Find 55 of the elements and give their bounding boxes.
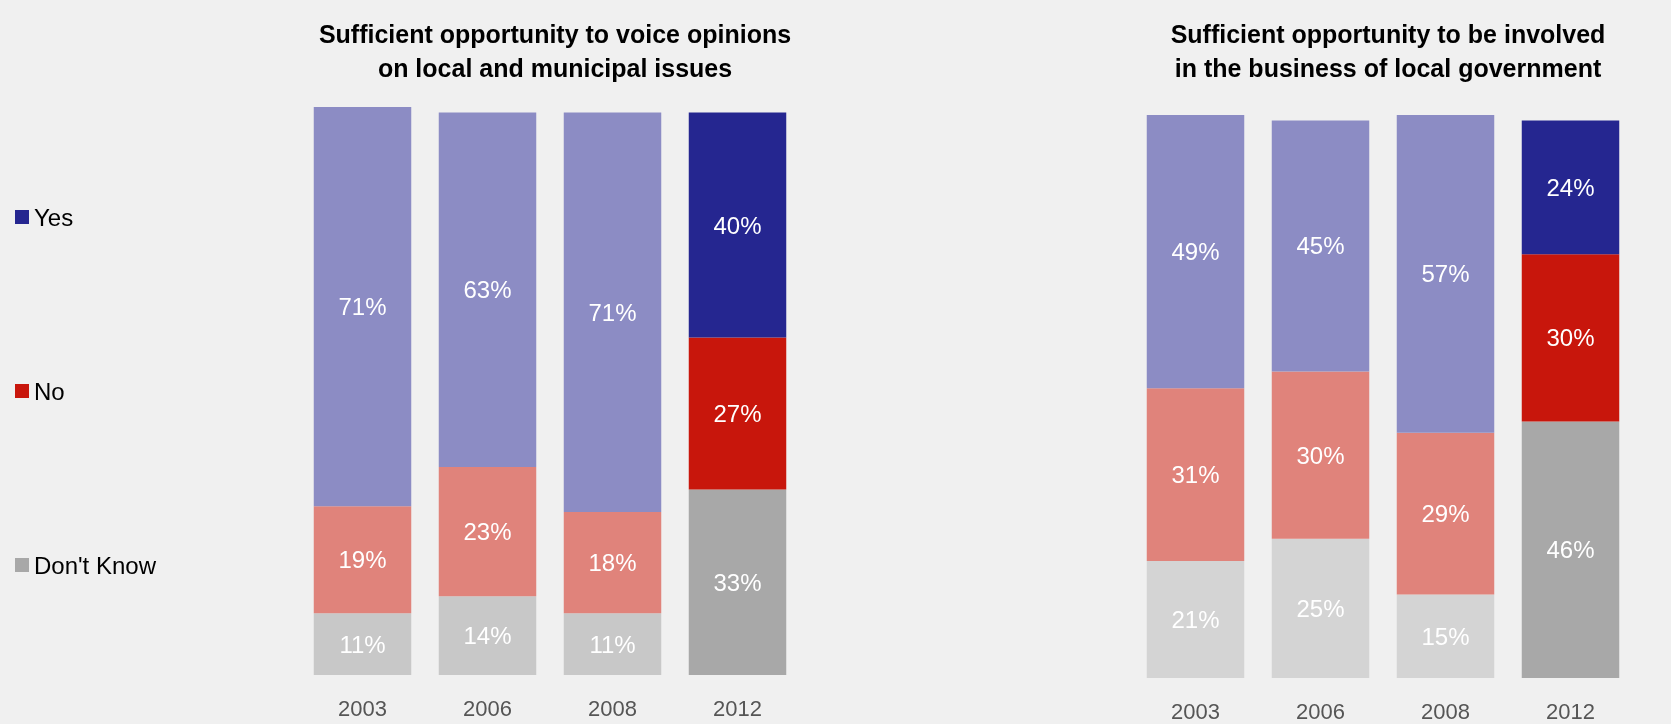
data-label: 33%: [713, 568, 762, 596]
x-tick-label: 2003: [338, 695, 387, 721]
data-label: 40%: [713, 211, 762, 239]
bar: [438, 112, 537, 467]
bar: [688, 337, 787, 490]
data-label: 19%: [338, 546, 387, 574]
bar: [313, 107, 412, 507]
bar: [1146, 560, 1245, 678]
bar: [1271, 120, 1370, 372]
bar: [1271, 371, 1370, 539]
bar: [563, 511, 662, 614]
bar: [313, 506, 412, 614]
data-label: 71%: [588, 298, 637, 326]
data-label: 29%: [1421, 500, 1470, 528]
legend-label: Yes: [34, 203, 74, 231]
data-label: 45%: [1296, 232, 1345, 260]
bar: [1396, 594, 1495, 678]
chart-title: Sufficient opportunity to be involved in the business of local government: [1170, 20, 1606, 82]
x-tick-label: 2012: [1546, 698, 1595, 724]
data-label: 63%: [463, 276, 512, 304]
bar: [1521, 254, 1620, 422]
bar: [1271, 538, 1370, 678]
bar: [563, 613, 662, 675]
bar: [688, 489, 787, 675]
bar: [313, 613, 412, 675]
legend-label: No: [34, 377, 65, 405]
data-label: 30%: [1296, 441, 1345, 469]
data-label: 23%: [463, 518, 512, 546]
bar: [1396, 432, 1495, 595]
bar: [1396, 115, 1495, 433]
bar: [1521, 421, 1620, 678]
data-label: 49%: [1171, 238, 1220, 266]
data-label: 27%: [713, 399, 762, 427]
data-label: 18%: [588, 549, 637, 577]
x-tick-label: 2003: [1171, 698, 1220, 724]
data-label: 24%: [1546, 173, 1595, 201]
bar: [1521, 120, 1620, 255]
x-tick-label: 2006: [1296, 698, 1345, 724]
data-label: 31%: [1171, 461, 1220, 489]
bar: [438, 466, 537, 597]
data-label: 30%: [1546, 324, 1595, 352]
x-tick-label: 2012: [713, 695, 762, 721]
bar: [438, 596, 537, 675]
x-tick-label: 2006: [463, 695, 512, 721]
bar: [1146, 115, 1245, 389]
x-tick-label: 2008: [588, 695, 637, 721]
bar: [563, 112, 662, 512]
chart-title: Sufficient opportunity to voice opinions on local and municipal issues: [318, 20, 792, 82]
bar: [1146, 388, 1245, 561]
legend-label: Don't Know: [34, 551, 157, 579]
data-label: 71%: [338, 293, 387, 321]
data-label: 46%: [1546, 536, 1595, 564]
data-label: 57%: [1421, 260, 1470, 288]
x-tick-label: 2008: [1421, 698, 1470, 724]
bar: [688, 112, 787, 338]
